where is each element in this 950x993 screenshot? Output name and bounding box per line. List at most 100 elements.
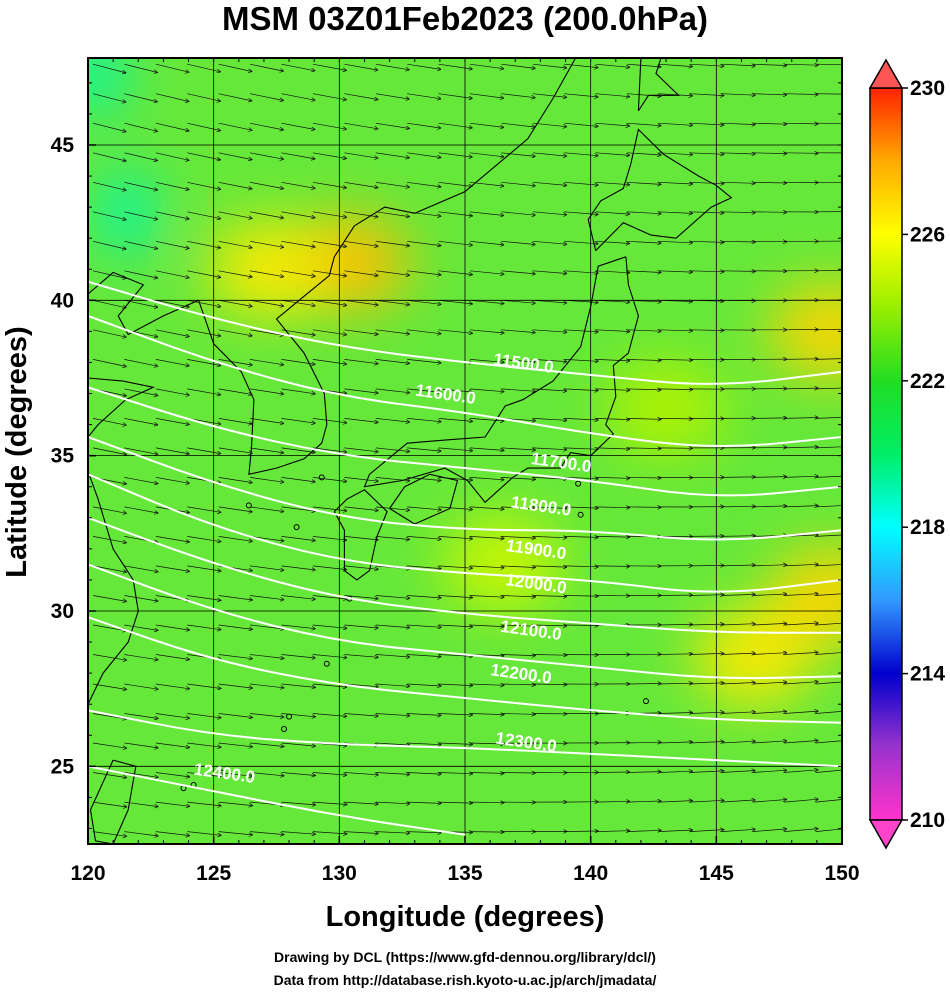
wind-arrow <box>312 565 347 570</box>
wind-arrow <box>281 299 316 305</box>
wind-arrow <box>92 152 126 161</box>
wind-arrow <box>501 447 535 450</box>
wind-arrow <box>92 418 126 425</box>
island <box>323 660 330 667</box>
wind-arrow <box>92 565 127 572</box>
wind-arrow <box>595 507 630 508</box>
wind-arrow <box>312 240 347 246</box>
wind-arrow <box>469 270 504 274</box>
wind-arrow <box>501 299 535 303</box>
wind-arrow <box>595 122 630 126</box>
colorbar-tick-label: 222 <box>910 370 945 393</box>
wind-arrow <box>689 330 724 331</box>
wind-arrow <box>281 742 316 746</box>
wind-arrow <box>595 477 630 478</box>
wind-arrow <box>627 448 661 449</box>
wind-arrow <box>250 536 284 541</box>
wind-arrow <box>438 447 473 451</box>
wind-arrow <box>689 94 724 96</box>
wind-arrow <box>250 742 284 747</box>
wind-arrow <box>375 477 410 480</box>
wind-arrow <box>721 800 755 803</box>
wind-arrow <box>375 329 410 334</box>
wind-arrow <box>501 270 535 274</box>
wind-arrow <box>124 565 158 572</box>
wind-arrow <box>375 832 410 834</box>
wind-arrow <box>92 772 127 778</box>
wind-arrow <box>312 181 347 188</box>
wind-arrow <box>281 831 316 835</box>
wind-arrow <box>187 359 220 365</box>
wind-arrow <box>469 447 504 451</box>
wind-arrow <box>375 152 410 158</box>
wind-arrow <box>312 595 347 600</box>
contour-12400.0 <box>88 765 466 836</box>
wind-arrow <box>721 153 755 154</box>
wind-arrow <box>815 63 842 66</box>
wind-arrow <box>155 388 189 395</box>
wind-arrow <box>344 181 378 187</box>
wind-arrow <box>250 240 284 247</box>
wind-arrow <box>155 565 190 572</box>
wind-arrow <box>627 271 661 273</box>
coastline-shikoku <box>389 473 459 525</box>
wind-arrow <box>501 507 535 509</box>
wind-arrow <box>312 63 347 70</box>
island <box>577 511 584 518</box>
wind-arrow <box>92 122 126 131</box>
wind-arrow <box>250 270 284 277</box>
wind-arrow <box>187 772 221 777</box>
wind-arrow <box>438 211 473 216</box>
wind-arrow <box>595 359 630 361</box>
wind-arrow <box>92 181 126 190</box>
wind-arrow <box>501 388 535 391</box>
wind-arrow <box>752 64 787 65</box>
wind-arrow <box>124 595 158 602</box>
wind-arrow <box>312 831 347 834</box>
wind-arrow <box>218 329 253 336</box>
wind-arrow <box>532 477 567 479</box>
wind-arrow <box>721 653 755 654</box>
wind-arrow <box>815 446 842 449</box>
wind-arrow <box>407 683 441 686</box>
chart-title: MSM 03Z01Feb2023 (200.0hPa) <box>222 0 708 37</box>
wind-arrow <box>155 63 189 72</box>
wind-arrow <box>407 359 441 363</box>
wind-arrow <box>815 711 842 714</box>
wind-arrow <box>124 477 157 483</box>
wind-arrow <box>155 299 189 307</box>
wind-arrow <box>627 122 661 126</box>
wind-arrow <box>721 712 755 714</box>
wind-arrow <box>721 624 755 625</box>
wind-arrow <box>721 300 755 301</box>
wind-arrow <box>469 418 504 421</box>
wind-arrow <box>689 653 724 654</box>
wind-arrow <box>407 181 441 187</box>
wind-arrow <box>407 329 441 334</box>
wind-arrow <box>564 299 598 302</box>
colorbar-gradient <box>869 87 903 821</box>
wind-arrow <box>187 624 221 630</box>
wind-arrow <box>218 831 253 835</box>
wind-arrow <box>532 536 567 537</box>
wind-arrow <box>721 829 755 832</box>
wind-arrow <box>627 742 661 743</box>
wind-arrow <box>501 240 535 244</box>
wind-arrow <box>501 93 535 98</box>
wind-arrow <box>344 93 378 100</box>
wind-arrow <box>752 153 787 154</box>
wind-arrow <box>752 712 787 714</box>
wind-arrow <box>532 684 567 685</box>
wind-arrow <box>407 63 441 69</box>
wind-arrow <box>532 93 567 98</box>
wind-arrow <box>407 506 441 510</box>
wind-arrow <box>187 181 220 189</box>
wind-arrow <box>407 211 441 216</box>
wind-arrow <box>218 93 252 101</box>
wind-arrow <box>124 93 157 102</box>
wind-arrow <box>155 418 189 424</box>
wind-arrow <box>344 683 378 687</box>
wind-arrow <box>124 772 158 778</box>
wind-arrow <box>312 683 347 687</box>
